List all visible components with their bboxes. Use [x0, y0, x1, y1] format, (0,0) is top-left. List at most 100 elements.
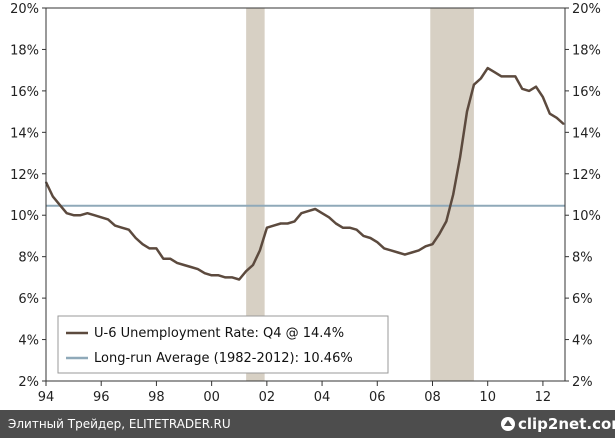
- x-tick-label: 08: [424, 390, 441, 405]
- y-tick-label-right: 12%: [572, 168, 601, 183]
- x-tick-label: 00: [203, 390, 220, 405]
- y-axis-right: 2% 4% 6% 8% 10% 12% 14% 16% 18% 20%: [565, 2, 601, 390]
- clip2net-arrow-icon: [504, 420, 512, 426]
- u6-point: [404, 253, 406, 256]
- u6-point: [203, 272, 206, 275]
- u6-point: [224, 276, 227, 279]
- u6-point: [459, 156, 461, 158]
- y-tick-label-left: 12%: [10, 168, 39, 183]
- u6-point: [183, 264, 185, 266]
- u6-point: [190, 266, 192, 268]
- u6-point: [121, 226, 123, 229]
- u6-point: [134, 237, 137, 239]
- plot-frame: [45, 7, 566, 382]
- clip2net-logo: clip2net.com: [501, 415, 615, 433]
- u6-point: [93, 214, 96, 217]
- u6-point: [445, 220, 448, 223]
- u6-point: [176, 262, 178, 264]
- y-tick-label-right: 14%: [572, 126, 601, 141]
- legend-label-u6: U-6 Unemployment Rate: Q4 @ 14.4%: [94, 326, 344, 341]
- x-tick-label: 06: [369, 390, 386, 405]
- u6-point: [107, 218, 109, 221]
- u6-point: [328, 216, 330, 219]
- u6-point: [65, 212, 68, 214]
- u6-point: [493, 71, 496, 74]
- u6-point: [397, 251, 399, 254]
- u6-point: [521, 88, 524, 90]
- y-tick-label-right: 2%: [572, 375, 593, 390]
- u6-point: [100, 216, 103, 219]
- u6-point: [307, 210, 310, 212]
- u6-point: [300, 212, 303, 214]
- y-tick-label-left: 2%: [18, 375, 39, 390]
- y-tick-label-left: 10%: [10, 209, 39, 224]
- u6-point: [473, 83, 475, 86]
- u6-point: [438, 233, 441, 235]
- u6-point: [272, 224, 275, 227]
- u6-point: [210, 274, 213, 277]
- u6-series-line: [44, 66, 565, 281]
- u6-point: [555, 117, 558, 119]
- u6-point: [259, 249, 261, 252]
- u6-point: [500, 75, 503, 78]
- u6-point: [355, 228, 358, 231]
- u6-point: [128, 228, 130, 231]
- y-tick-label-right: 8%: [572, 251, 593, 266]
- u6-point: [348, 226, 351, 229]
- u6-point: [279, 222, 282, 225]
- u6-point: [528, 90, 530, 92]
- footer-credit: Элитный Трейдер, ELITETRADER.RU: [8, 417, 231, 431]
- u6-point: [79, 214, 82, 217]
- y-tick-label-left: 14%: [10, 126, 39, 141]
- u6-point: [252, 264, 254, 266]
- y-tick-label-left: 20%: [10, 2, 39, 17]
- plot-border: [45, 7, 566, 382]
- u6-point: [293, 220, 296, 223]
- y-tick-label-left: 4%: [18, 334, 39, 349]
- u6-point: [314, 208, 316, 210]
- u6-point: [169, 257, 172, 260]
- y-tick-label-right: 6%: [572, 292, 593, 307]
- x-tick-label: 98: [148, 390, 165, 405]
- u6-point: [238, 278, 241, 281]
- recession-band-0: [246, 8, 265, 381]
- u6-point: [52, 195, 54, 198]
- y-tick-label-left: 18%: [10, 43, 39, 58]
- y-tick-label-right: 20%: [572, 2, 601, 17]
- u6-point: [335, 222, 337, 225]
- u6-point: [59, 204, 61, 206]
- u6-point: [390, 249, 392, 252]
- u6-point: [72, 214, 75, 217]
- u6-point: [514, 75, 517, 78]
- y-tick-label-right: 4%: [572, 334, 593, 349]
- u6-point: [217, 274, 220, 277]
- y-tick-label-right: 10%: [572, 209, 601, 224]
- u6-point: [231, 276, 234, 279]
- u6-point: [266, 226, 268, 229]
- u6-point: [542, 96, 544, 98]
- legend: U-6 Unemployment Rate: Q4 @ 14.4% Long-r…: [57, 315, 389, 374]
- x-tick-label: 12: [535, 390, 552, 405]
- x-tick-label: 04: [314, 390, 331, 405]
- u6-point: [86, 212, 89, 214]
- y-axis-left: 2% 4% 6% 8% 10% 12% 14% 16% 18% 20%: [10, 2, 46, 390]
- u6-point: [369, 237, 372, 239]
- u6-series: [44, 66, 565, 281]
- u6-point: [480, 77, 482, 80]
- u6-point: [549, 112, 551, 115]
- u6-point: [114, 224, 116, 227]
- u6-point: [321, 212, 323, 214]
- u6-point: [155, 247, 158, 250]
- legend-box: [57, 315, 389, 374]
- y-tick-label-left: 16%: [10, 85, 39, 100]
- x-tick-label: 02: [259, 390, 276, 405]
- u6-point: [341, 226, 344, 229]
- clip2net-logo-text: clip2net.com: [518, 415, 615, 433]
- u6-point: [507, 75, 510, 78]
- x-tick-label: 96: [93, 390, 110, 405]
- y-tick-label-right: 16%: [572, 85, 601, 100]
- u6-point: [141, 243, 144, 246]
- u6-point: [383, 247, 385, 250]
- footer-bar: Элитный Трейдер, ELITETRADER.RU clip2net…: [0, 410, 615, 438]
